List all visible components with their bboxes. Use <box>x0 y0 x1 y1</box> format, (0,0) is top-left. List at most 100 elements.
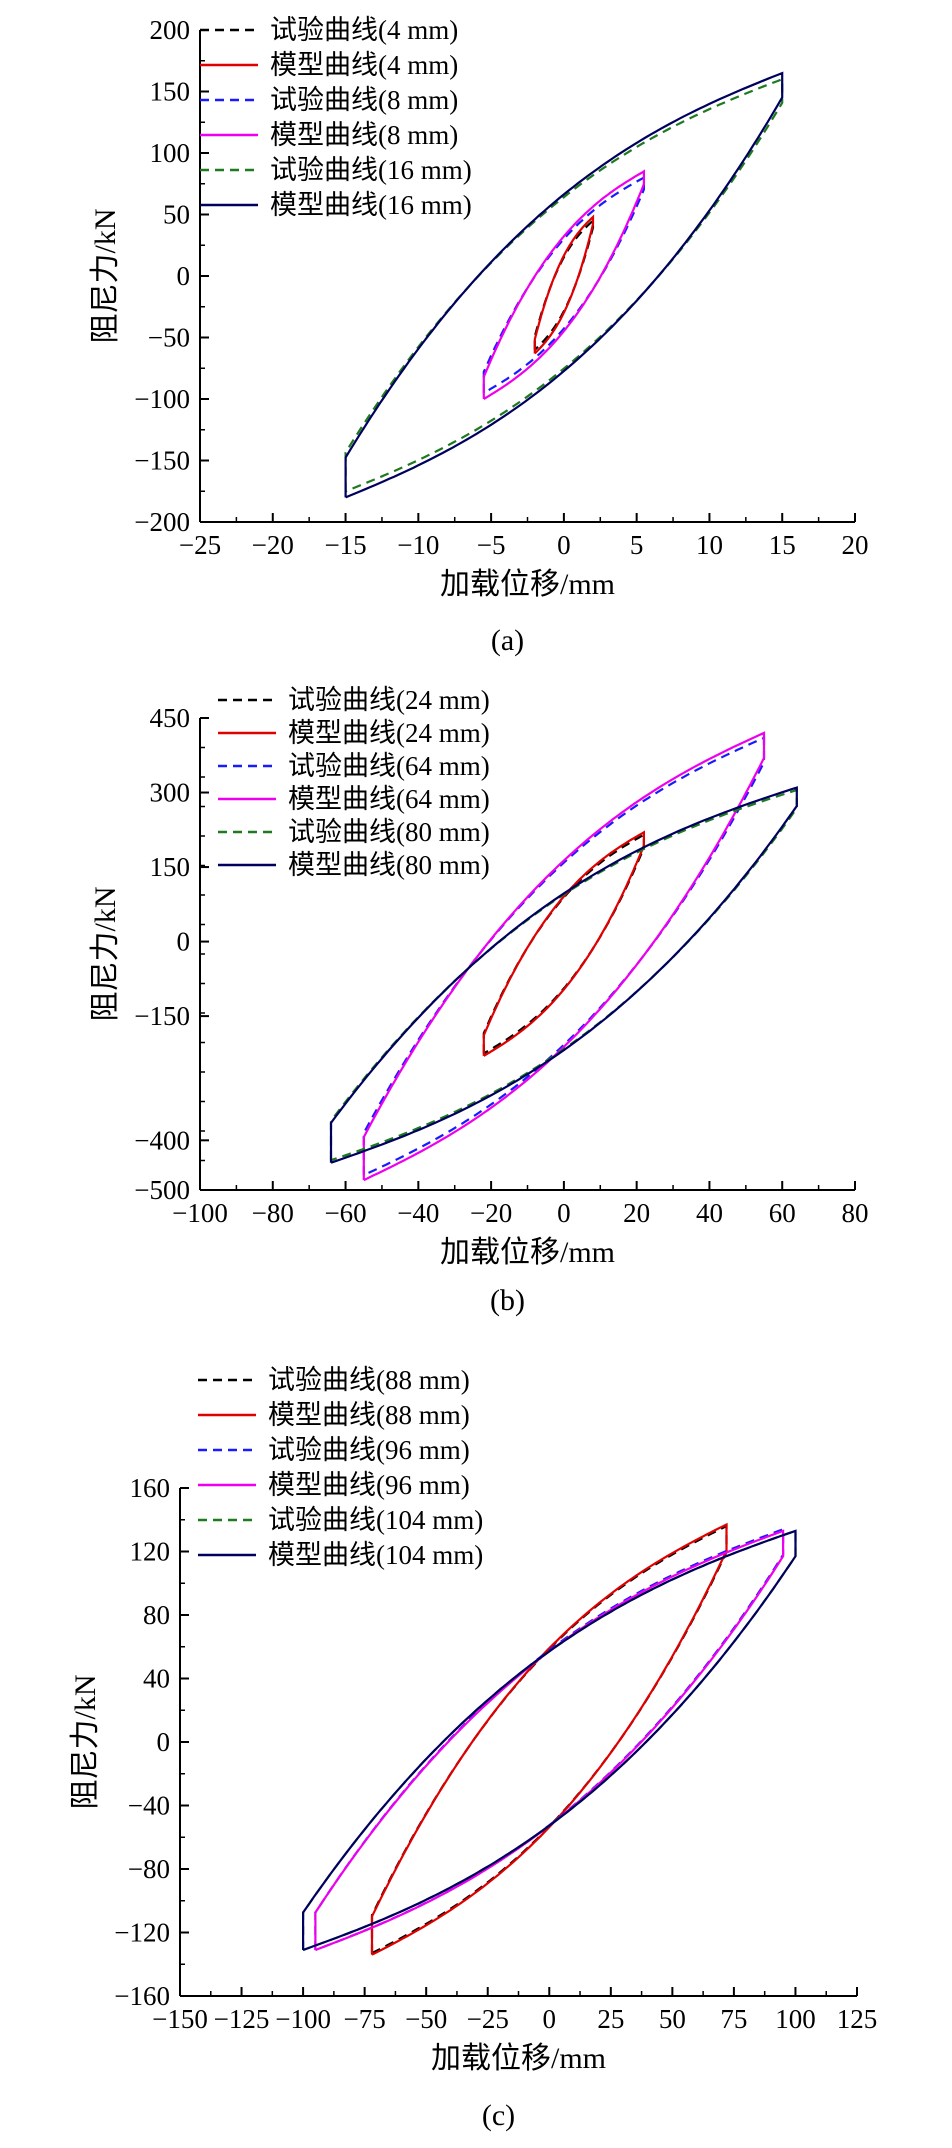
x-tick-label: 100 <box>775 2004 816 2034</box>
x-tick-label: −25 <box>179 530 221 560</box>
y-tick-label: 450 <box>150 703 191 733</box>
legend-label: 模型曲线(96 mm) <box>268 1470 470 1500</box>
x-tick-label: −75 <box>344 2004 386 2034</box>
series-line-1 <box>482 830 645 1057</box>
x-tick-label: −100 <box>172 1198 228 1228</box>
legend-label: 试验曲线(24 mm) <box>288 685 490 715</box>
series-line-5 <box>329 786 798 1164</box>
series-line-3 <box>482 169 645 400</box>
x-tick-label: −60 <box>324 1198 366 1228</box>
x-tick-label: 0 <box>543 2004 557 2034</box>
y-tick-label: 0 <box>177 927 191 957</box>
x-axis-label: 加载位移/mm <box>431 2042 606 2075</box>
y-tick-label: −150 <box>134 1001 190 1031</box>
y-tick-label: 300 <box>150 778 191 808</box>
x-tick-label: −20 <box>252 530 294 560</box>
x-tick-label: 80 <box>842 1198 869 1228</box>
x-tick-label: −40 <box>397 1198 439 1228</box>
y-tick-label: −50 <box>148 323 190 353</box>
y-axis-label: 阻尼力/kN <box>69 1675 102 1810</box>
y-tick-label: −160 <box>114 1981 170 2011</box>
x-tick-label: 0 <box>557 1198 571 1228</box>
y-tick-label: −500 <box>134 1175 190 1205</box>
x-tick-label: −5 <box>477 530 506 560</box>
legend-label: 试验曲线(8 mm) <box>270 85 458 115</box>
figure-caption: (b) <box>490 1284 525 1317</box>
series-line-5 <box>344 71 784 499</box>
y-axis-label: 阻尼力/kN <box>89 209 122 344</box>
x-tick-label: −20 <box>470 1198 512 1228</box>
x-tick-label: −150 <box>152 2004 208 2034</box>
y-tick-label: −120 <box>114 1918 170 1948</box>
legend-label: 模型曲线(104 mm) <box>268 1540 483 1570</box>
series-group <box>344 71 784 499</box>
x-tick-label: 20 <box>623 1198 650 1228</box>
y-tick-label: −40 <box>128 1791 170 1821</box>
legend-label: 试验曲线(88 mm) <box>268 1365 470 1395</box>
chart-panel-a: −25 −20 −15 −10 −5 0 5 10 15 20−200−150−100−50050… <box>89 15 869 657</box>
series-group <box>329 731 798 1182</box>
legend-label: 试验曲线(64 mm) <box>288 751 490 781</box>
y-tick-label: −150 <box>134 446 190 476</box>
legend-label: 试验曲线(80 mm) <box>288 817 490 847</box>
x-tick-label: 15 <box>769 530 796 560</box>
x-tick-label: −80 <box>252 1198 294 1228</box>
legend-label: 模型曲线(4 mm) <box>270 50 458 80</box>
series-line-2 <box>482 175 645 394</box>
chart-panel-c: −150 −125 −100 −75 −50 −25 0 25 50 75 100 125 −160 −1… <box>69 1365 877 2132</box>
series-line-0 <box>533 217 595 351</box>
y-tick-label: 150 <box>150 852 191 882</box>
y-axis-label: 阻尼力/kN <box>89 887 122 1022</box>
series-group <box>302 1522 797 1956</box>
series-line-0 <box>370 1524 728 1955</box>
legend-label: 模型曲线(8 mm) <box>270 120 458 150</box>
chart-panel-b: −100 −80 −60 −40 −20 0 20 40 60 80 −500 −400 −150 0 15… <box>89 685 869 1317</box>
figure-caption: (c) <box>482 2099 515 2132</box>
legend-label: 模型曲线(88 mm) <box>268 1400 470 1430</box>
x-tick-label: −100 <box>275 2004 331 2034</box>
legend: 试验曲线(4 mm) 模型曲线(4 mm) 试验曲线(8 mm) 模型曲线(8 mm)… <box>200 15 472 220</box>
x-tick-label: 10 <box>696 530 723 560</box>
legend-label: 模型曲线(24 mm) <box>288 718 490 748</box>
x-tick-label: −50 <box>405 2004 447 2034</box>
figure-caption: (a) <box>491 624 524 657</box>
x-tick-label: 60 <box>769 1198 796 1228</box>
y-tick-label: −200 <box>134 507 190 537</box>
y-tick-label: 150 <box>150 77 191 107</box>
x-tick-label: −15 <box>324 530 366 560</box>
series-line-1 <box>533 214 595 355</box>
series-line-4 <box>302 1529 797 1952</box>
y-tick-label: 160 <box>130 1473 171 1503</box>
legend-label: 试验曲线(104 mm) <box>268 1505 483 1535</box>
x-axis-label: 加载位移/mm <box>440 568 615 601</box>
y-tick-label: 80 <box>143 1600 170 1630</box>
legend-label: 模型曲线(80 mm) <box>288 850 490 880</box>
x-tick-label: 5 <box>630 530 644 560</box>
x-tick-label: 40 <box>696 1198 723 1228</box>
y-tick-label: 0 <box>157 1727 171 1757</box>
x-tick-label: −10 <box>397 530 439 560</box>
legend: 试验曲线(24 mm)模型曲线(24 mm)试验曲线(64 mm)模型曲线(64… <box>218 685 490 880</box>
y-tick-label: 40 <box>143 1664 170 1694</box>
y-tick-label: 0 <box>177 261 191 291</box>
y-tick-label: 120 <box>130 1537 171 1567</box>
legend-label: 模型曲线(16 mm) <box>270 190 472 220</box>
legend-label: 试验曲线(16 mm) <box>270 155 472 185</box>
series-line-1 <box>370 1522 728 1956</box>
x-axis-label: 加载位移/mm <box>440 1236 615 1269</box>
x-tick-label: 20 <box>842 530 869 560</box>
series-line-3 <box>362 731 766 1182</box>
x-tick-label: 75 <box>720 2004 747 2034</box>
series-line-3 <box>314 1529 785 1952</box>
x-tick-label: 50 <box>659 2004 686 2034</box>
legend-label: 试验曲线(96 mm) <box>268 1435 470 1465</box>
series-line-5 <box>302 1529 797 1952</box>
x-tick-label: −25 <box>467 2004 509 2034</box>
x-tick-label: −125 <box>214 2004 270 2034</box>
y-tick-label: −80 <box>128 1854 170 1884</box>
series-line-0 <box>482 832 645 1055</box>
y-tick-label: −100 <box>134 384 190 414</box>
y-tick-label: −400 <box>134 1125 190 1155</box>
x-tick-label: 25 <box>597 2004 624 2034</box>
